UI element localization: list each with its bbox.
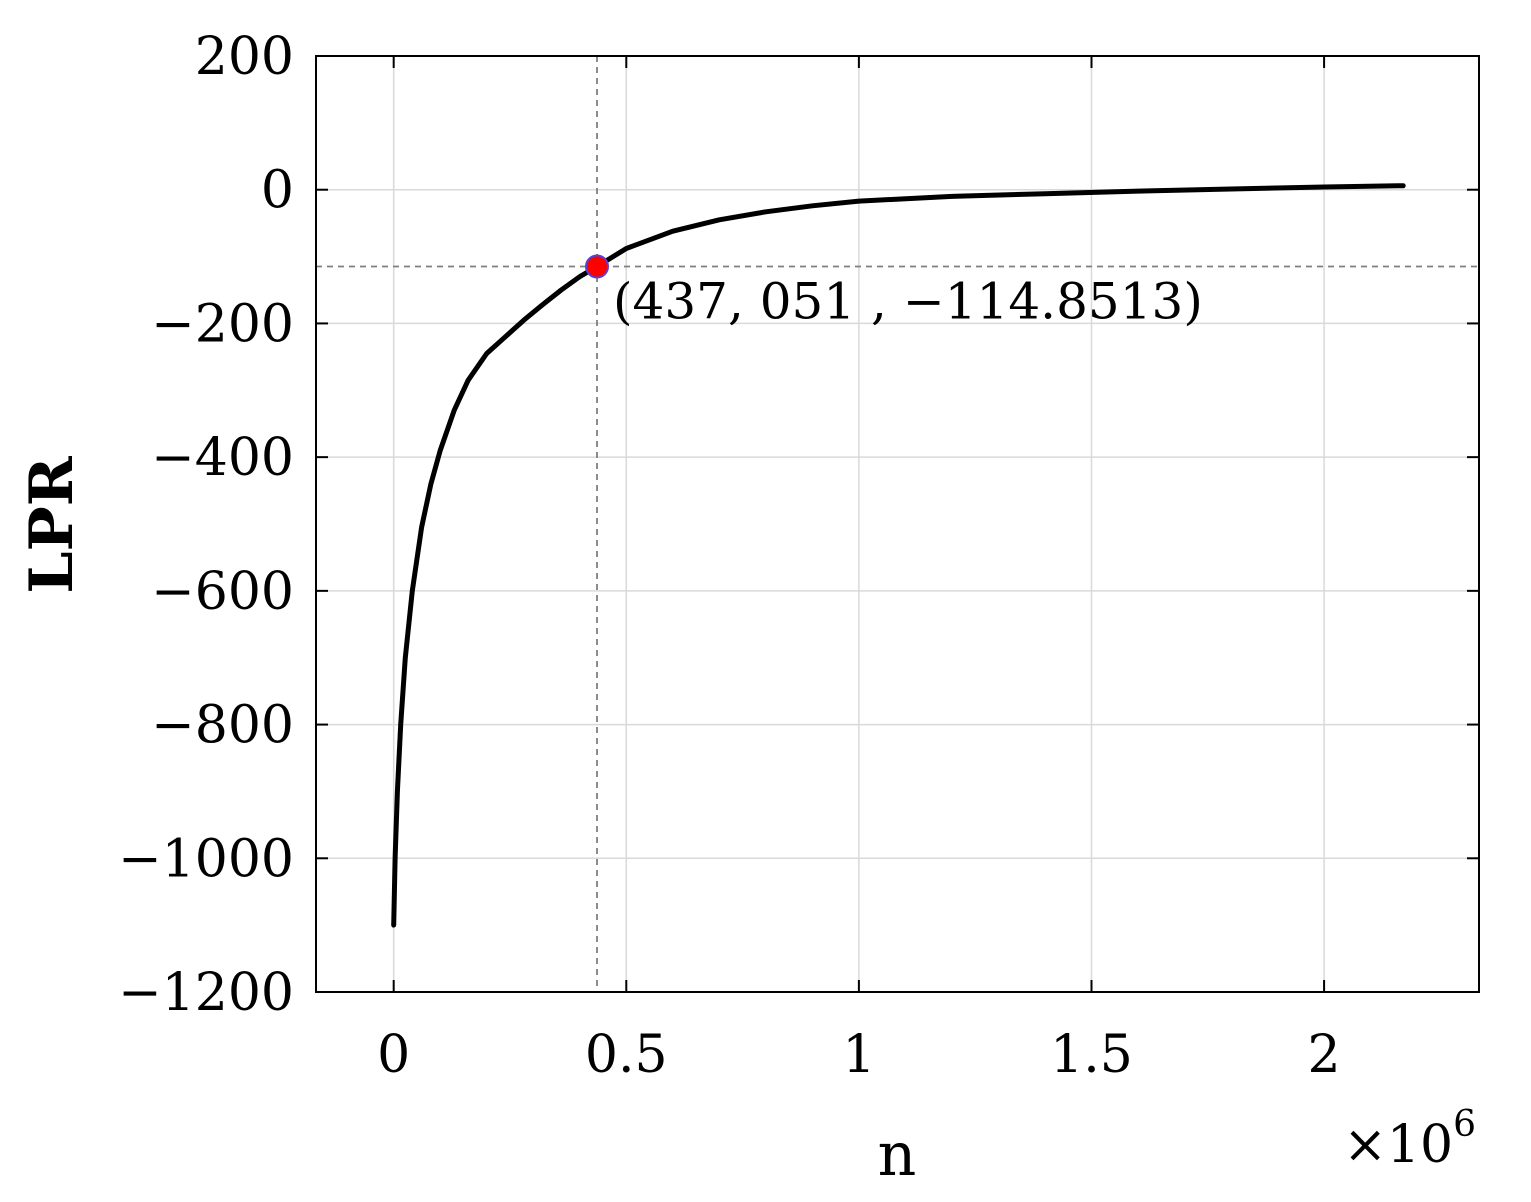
highlight-layer: (437, 051 , −114.8513) [585,254,1203,331]
y-tick-label: −1200 [118,963,294,1023]
series-layer [391,183,1406,928]
y-tick-label: 200 [195,27,294,87]
x-tick-label: 1 [842,1025,875,1085]
y-tick-label: 0 [261,161,294,221]
lpr-series-line [391,183,1406,928]
x-tick-label: 0 [377,1025,410,1085]
x-tick-labels: 0 0.5 1 1.5 2 [377,1025,1340,1085]
x-tick-label: 1.5 [1050,1025,1133,1085]
y-tick-label: −800 [151,696,294,756]
tick-marks [316,55,1479,993]
y-axis-title: LPR [17,455,87,593]
x-axis-multiplier: ×106 [1343,1104,1476,1175]
highlight-point-label: (437, 051 , −114.8513) [613,273,1203,331]
x-tick-label: 0.5 [585,1025,668,1085]
y-tick-label: −1000 [118,829,294,889]
y-tick-label: −200 [151,294,294,354]
x-tick-label: 2 [1308,1025,1341,1085]
y-tick-labels: 200 0 −200 −400 −600 −800 −1000 −1200 [118,27,294,1023]
y-tick-label: −600 [151,562,294,622]
x-multiplier-exponent: 6 [1453,1104,1476,1145]
highlight-point-marker [585,254,610,279]
x-axis-title: n [878,1120,917,1190]
x-multiplier-base: ×10 [1343,1115,1453,1175]
y-tick-label: −400 [151,428,294,488]
reference-lines [316,56,1479,992]
grid [316,55,1479,993]
plot-frame [315,55,1480,993]
